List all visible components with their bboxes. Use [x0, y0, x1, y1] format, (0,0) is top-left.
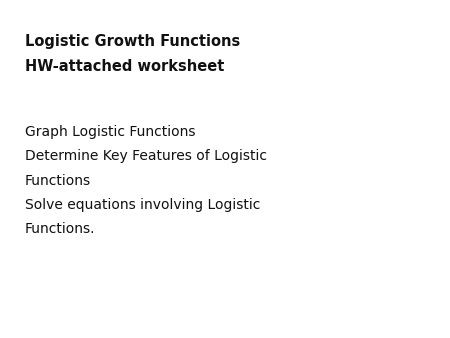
- Text: Determine Key Features of Logistic: Determine Key Features of Logistic: [25, 149, 267, 163]
- Text: Logistic Growth Functions: Logistic Growth Functions: [25, 34, 240, 49]
- Text: Graph Logistic Functions: Graph Logistic Functions: [25, 125, 195, 139]
- Text: HW-attached worksheet: HW-attached worksheet: [25, 59, 224, 74]
- Text: Functions: Functions: [25, 174, 91, 188]
- Text: Functions.: Functions.: [25, 222, 95, 236]
- Text: Solve equations involving Logistic: Solve equations involving Logistic: [25, 198, 260, 212]
